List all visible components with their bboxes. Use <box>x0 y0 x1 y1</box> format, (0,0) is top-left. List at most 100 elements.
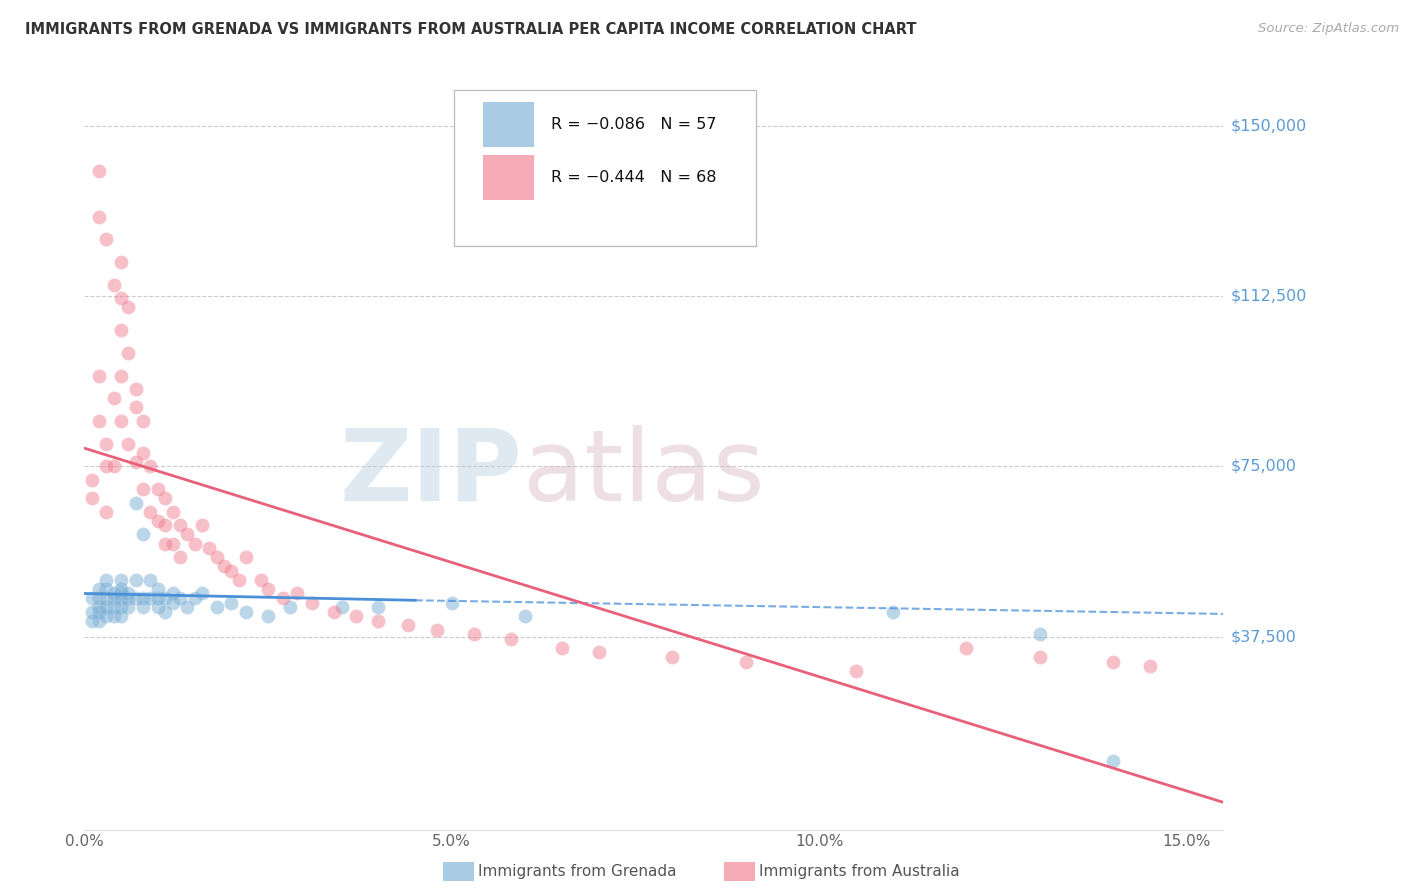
Point <box>96 573 118 587</box>
Point <box>125 401 148 415</box>
Point <box>463 627 485 641</box>
Point <box>301 596 323 610</box>
Point <box>110 582 132 596</box>
Point <box>96 436 118 450</box>
Text: $150,000: $150,000 <box>1230 119 1306 133</box>
Point <box>271 591 294 605</box>
Point <box>125 455 148 469</box>
Text: atlas: atlas <box>523 425 765 522</box>
Point <box>146 582 169 596</box>
Point <box>588 645 610 659</box>
Point <box>96 459 118 474</box>
Point <box>87 600 110 615</box>
Point <box>205 550 228 565</box>
Point <box>191 586 214 600</box>
Point <box>257 582 280 596</box>
Bar <box>484 102 534 147</box>
Point <box>882 605 904 619</box>
Point <box>80 614 103 628</box>
Text: R = −0.444   N = 68: R = −0.444 N = 68 <box>551 170 717 185</box>
Point <box>235 550 257 565</box>
Point <box>117 591 139 605</box>
Point <box>132 446 155 460</box>
Point <box>110 368 132 383</box>
Point <box>1102 755 1125 769</box>
Point <box>96 232 118 246</box>
Point <box>125 382 148 396</box>
Point <box>96 609 118 624</box>
Point <box>132 600 155 615</box>
Point <box>96 600 118 615</box>
Point <box>87 614 110 628</box>
Point <box>125 591 148 605</box>
Point <box>176 527 198 541</box>
Point <box>132 591 155 605</box>
Point <box>139 505 162 519</box>
Point <box>125 573 148 587</box>
Point <box>110 586 132 600</box>
Point <box>146 482 169 496</box>
Point <box>162 505 184 519</box>
Point <box>110 414 132 428</box>
Point <box>146 600 169 615</box>
Point <box>198 541 221 555</box>
Point <box>117 301 139 315</box>
Point <box>117 346 139 360</box>
Point <box>169 591 191 605</box>
Point <box>1028 650 1050 665</box>
Point <box>103 600 125 615</box>
Point <box>110 591 132 605</box>
Point <box>146 514 169 528</box>
Point <box>139 591 162 605</box>
Point <box>132 527 155 541</box>
Point <box>845 664 868 678</box>
Point <box>80 605 103 619</box>
Point <box>146 591 169 605</box>
Point <box>249 573 271 587</box>
Point <box>367 614 389 628</box>
Point <box>80 491 103 505</box>
Point <box>515 609 537 624</box>
Point <box>153 605 176 619</box>
Point <box>367 600 389 615</box>
Point <box>87 605 110 619</box>
Point <box>117 436 139 450</box>
Point <box>257 609 280 624</box>
Text: $75,000: $75,000 <box>1230 458 1296 474</box>
Point <box>103 391 125 405</box>
Point <box>191 518 214 533</box>
Point <box>96 591 118 605</box>
Point <box>228 573 250 587</box>
Point <box>162 586 184 600</box>
Point <box>287 586 309 600</box>
Point <box>125 496 148 510</box>
Point <box>132 482 155 496</box>
Point <box>162 536 184 550</box>
Point <box>440 596 463 610</box>
Text: $112,500: $112,500 <box>1230 289 1308 303</box>
Point <box>205 600 228 615</box>
Point <box>551 640 574 655</box>
Point <box>103 586 125 600</box>
Point <box>955 640 977 655</box>
Point <box>96 582 118 596</box>
Point <box>80 473 103 487</box>
Text: IMMIGRANTS FROM GRENADA VS IMMIGRANTS FROM AUSTRALIA PER CAPITA INCOME CORRELATI: IMMIGRANTS FROM GRENADA VS IMMIGRANTS FR… <box>25 22 917 37</box>
Point <box>87 414 110 428</box>
Point <box>153 536 176 550</box>
Point <box>87 368 110 383</box>
Point <box>139 573 162 587</box>
Point <box>661 650 683 665</box>
Point <box>87 164 110 178</box>
Point <box>221 596 243 610</box>
Point <box>330 600 353 615</box>
Point <box>1102 655 1125 669</box>
Point <box>153 491 176 505</box>
Point <box>87 210 110 224</box>
Point <box>153 518 176 533</box>
Point <box>221 564 243 578</box>
Point <box>80 591 103 605</box>
Point <box>153 591 176 605</box>
Point <box>344 609 367 624</box>
Point <box>1028 627 1050 641</box>
